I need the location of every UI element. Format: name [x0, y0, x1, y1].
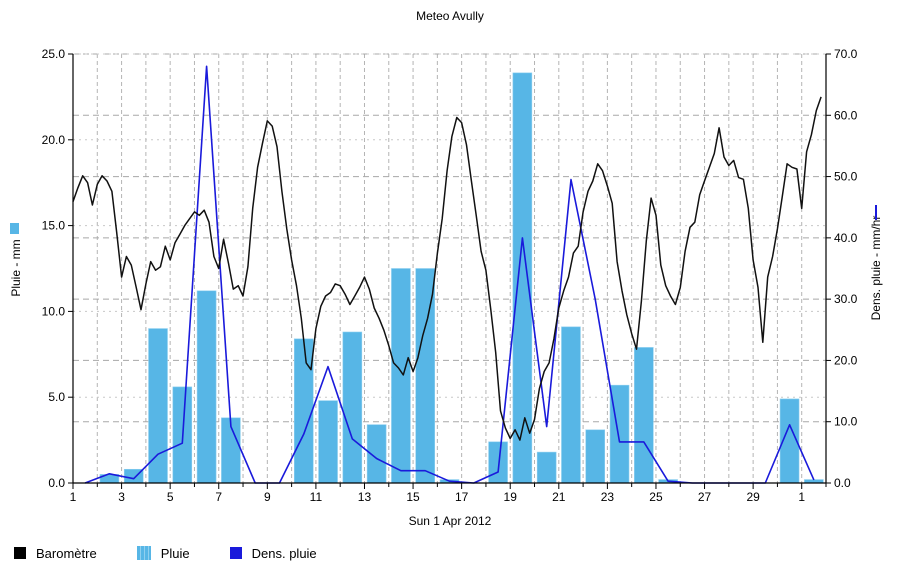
axes: [68, 53, 831, 489]
legend-label-barometre: Baromètre: [36, 545, 97, 561]
x-tick-label: 9: [264, 490, 271, 504]
y-left-tick-label: 25.0: [42, 47, 66, 61]
legend-label-pluie: Pluie: [160, 545, 190, 561]
chart-title: Meteo Avully: [416, 9, 484, 23]
y-left-tick-label: 5.0: [48, 390, 65, 404]
y-right-tick-label: 50.0: [834, 170, 858, 184]
y-right-tick-label: 30.0: [834, 292, 858, 306]
x-tick-label: 17: [455, 490, 469, 504]
bar-pluie: [488, 441, 508, 484]
y-left-tick-label: 10.0: [42, 304, 66, 318]
series-line-barometre: [72, 96, 822, 441]
x-tick-label: 5: [167, 490, 174, 504]
bar-pluie: [634, 347, 654, 484]
x-tick-label: 23: [601, 490, 615, 504]
x-tick-label: 21: [552, 490, 566, 504]
x-tick-label: 13: [358, 490, 372, 504]
x-tick-label: 3: [118, 490, 125, 504]
legend-label-dens-pluie: Dens. pluie: [251, 545, 317, 561]
y-left-axis-label: Pluie - mm: [9, 239, 23, 296]
y-right-axis-label: Dens. pluie - mm/hr: [869, 216, 883, 321]
x-tick-label: 1: [70, 490, 77, 504]
x-tick-label: 19: [504, 490, 518, 504]
legend-swatch-barometre: [14, 547, 26, 559]
legend-swatch-pluie: [136, 546, 151, 560]
bar-pluie: [342, 331, 363, 484]
y-left-tick-label: 0.0: [48, 476, 65, 490]
x-tick-label: 11: [310, 490, 323, 504]
bar-pluie: [561, 326, 581, 484]
bar-pluie: [293, 338, 314, 484]
tick-labels: 1 3 5 7 9 11 13 15 17 19 21 23 25 27 29 10.05.010.015.0…: [42, 47, 858, 504]
y-right-tick-label: 60.0: [834, 108, 858, 122]
bar-pluie: [536, 451, 557, 484]
y-right-tick-label: 40.0: [834, 231, 858, 245]
bar-pluie: [196, 290, 217, 484]
legend-item-pluie: Pluie: [136, 545, 190, 561]
x-axis-label: Sun 1 Apr 2012: [409, 514, 492, 528]
x-tick-label: 25: [649, 490, 663, 504]
y-right-tick-label: 0.0: [834, 476, 851, 490]
legend: Baromètre Pluie Dens. pluie: [14, 542, 357, 564]
y-right-tick-label: 70.0: [834, 47, 858, 61]
x-tick-label: 29: [746, 490, 760, 504]
y-left-tick-label: 15.0: [42, 219, 66, 233]
bar-pluie: [512, 72, 533, 484]
bar-pluie: [391, 268, 411, 484]
bar-pluie: [318, 400, 338, 484]
legend-item-barometre: Baromètre: [14, 546, 97, 561]
y-left-tick-label: 20.0: [42, 133, 66, 147]
x-tick-label: 15: [406, 490, 420, 504]
pluie-axis-marker: [10, 223, 19, 234]
bar-pluie: [585, 429, 606, 484]
x-tick-label: 7: [215, 490, 222, 504]
legend-swatch-dens-pluie: [229, 547, 242, 559]
y-right-tick-label: 20.0: [834, 353, 858, 367]
legend-item-dens-pluie: Dens. pluie: [229, 545, 317, 561]
x-tick-label: 27: [698, 490, 712, 504]
y-right-tick-label: 10.0: [834, 415, 858, 429]
x-tick-label: 1: [798, 490, 805, 504]
